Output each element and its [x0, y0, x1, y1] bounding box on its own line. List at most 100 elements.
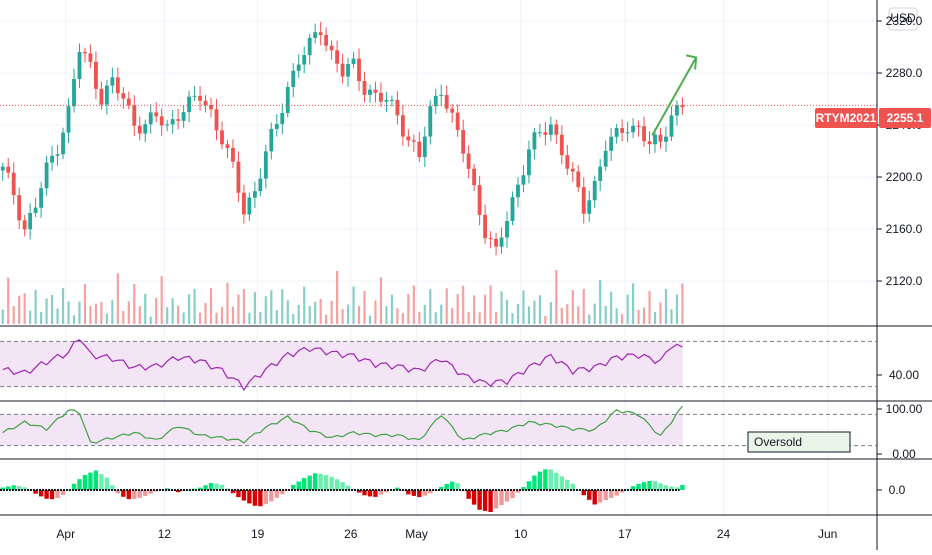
volume-bar — [89, 306, 92, 324]
candle-body — [252, 191, 257, 198]
candle-body — [647, 141, 652, 145]
macd-hist-bar — [373, 490, 378, 497]
volume-bar — [533, 300, 536, 324]
macd-hist-bar — [362, 490, 367, 496]
volume-bar — [516, 303, 520, 324]
candle-body — [115, 77, 120, 94]
macd-hist-bar — [334, 479, 340, 490]
volume-bar — [577, 306, 580, 324]
volume-bar — [631, 283, 635, 324]
volume-bar — [615, 308, 618, 324]
volume-bar — [374, 300, 377, 324]
volume-bar — [434, 312, 437, 324]
candle-body — [329, 45, 334, 51]
volume-bar — [566, 304, 569, 324]
volume-bar — [78, 301, 81, 324]
volume-bar — [385, 306, 388, 324]
volume-bar — [133, 283, 136, 324]
macd-hist-bar — [630, 486, 636, 490]
volume-bar — [593, 303, 596, 324]
candle-body — [50, 155, 54, 163]
volume-bar — [248, 312, 251, 324]
macd-hist-bar — [241, 490, 247, 501]
candle-body — [198, 95, 202, 101]
macd-hist-bar — [526, 481, 532, 490]
candle-body — [494, 238, 498, 247]
volume-bar — [505, 300, 509, 324]
candle-body — [587, 200, 592, 214]
volume-bar — [560, 307, 563, 324]
macd-hist-bar — [570, 483, 575, 490]
date-label: 10 — [514, 527, 528, 541]
candle-body — [543, 132, 548, 135]
volume-bar — [100, 301, 103, 324]
volume-bar — [286, 300, 289, 324]
candle-body — [165, 124, 170, 126]
candle-layer — [0, 21, 685, 256]
rsi-axis-tick: 40.00 — [889, 368, 919, 382]
date-axis[interactable]: Apr 12 19 26 May 10 17 24 Jun — [56, 527, 837, 541]
macd-hist-bar — [148, 490, 153, 494]
candle-body — [269, 128, 274, 152]
oversold-annotation-box[interactable] — [747, 431, 851, 453]
macd-hist-bar — [274, 490, 279, 498]
macd-hist-bar — [307, 475, 312, 490]
candle-body — [132, 105, 137, 126]
macd-hist-bar — [345, 485, 351, 490]
candle-body — [581, 187, 586, 214]
macd-hist-bar — [471, 490, 477, 505]
macd-hist-bar — [647, 480, 652, 490]
candle-body — [335, 50, 340, 64]
volume-bar — [538, 295, 541, 324]
volume-bar — [412, 285, 415, 324]
arrow-head — [685, 54, 698, 70]
candle-body — [176, 119, 181, 121]
volume-bar — [116, 273, 119, 324]
macd-hist-bar — [247, 490, 252, 504]
macd-hist-bar — [110, 485, 115, 490]
candle-body — [313, 32, 318, 38]
candle-body — [537, 132, 542, 134]
volume-bar — [401, 313, 404, 324]
candle-body — [642, 126, 646, 142]
candle-body — [225, 144, 230, 148]
macd-hist-bar — [285, 489, 290, 491]
candle-body — [351, 58, 356, 65]
candle-body — [422, 136, 427, 158]
candle-body — [384, 100, 389, 102]
macd-hist-bar — [482, 490, 488, 511]
candle-body — [395, 99, 400, 116]
candle-body — [373, 89, 378, 93]
currency-label: USD — [890, 11, 916, 25]
candle-body — [39, 188, 44, 208]
macd-hist-bar — [450, 481, 455, 490]
volume-bar — [171, 298, 174, 324]
candle-body — [368, 89, 372, 95]
candle-body — [241, 192, 246, 215]
macd-hist-bar — [351, 489, 356, 491]
volume-bar — [281, 289, 284, 324]
candle-body — [417, 141, 422, 158]
candle-body — [121, 93, 126, 99]
volume-bar — [308, 306, 311, 324]
candle-body — [148, 112, 153, 125]
macd-hist-bar — [619, 490, 625, 493]
macd-hist-bar — [444, 483, 449, 490]
macd-hist-bar — [302, 478, 307, 490]
candle-body — [505, 220, 509, 238]
volume-bar — [259, 312, 262, 324]
volume-bar — [149, 316, 152, 324]
macd-hist-bar — [137, 490, 142, 498]
macd-hist-bar — [143, 490, 148, 497]
volume-bar — [379, 277, 383, 324]
volume-bar — [45, 298, 48, 324]
macd-hist-bar — [559, 476, 565, 490]
currency-box[interactable] — [888, 7, 918, 31]
macd-hist-bar — [159, 489, 164, 491]
candle-body — [44, 162, 49, 189]
price-tick-label: 2280.0 — [886, 66, 923, 80]
macd-hist-bar — [543, 469, 548, 490]
candle-body — [274, 124, 279, 129]
